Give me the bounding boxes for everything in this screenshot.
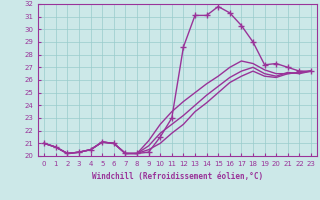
X-axis label: Windchill (Refroidissement éolien,°C): Windchill (Refroidissement éolien,°C) [92, 172, 263, 181]
